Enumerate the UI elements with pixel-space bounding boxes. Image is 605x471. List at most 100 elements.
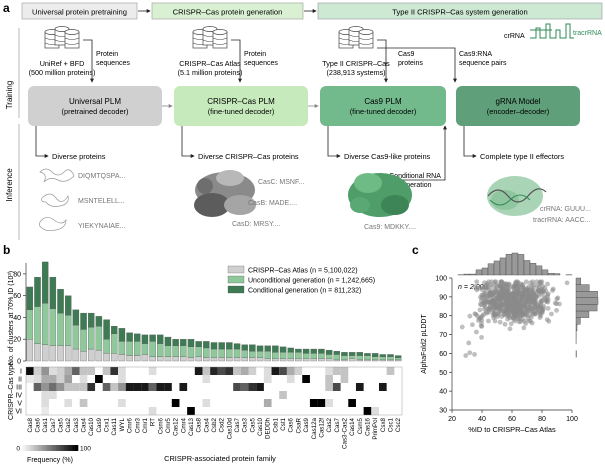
output-title-2: Diverse CRISPR–Cas proteins: [198, 152, 299, 161]
heatmap-cell: [218, 367, 226, 375]
scatter-point: [479, 321, 484, 326]
legend-label: CRISPR–Cas Atlas (n = 5,100,022): [248, 268, 358, 275]
bar-segment: [142, 335, 148, 344]
db-name-1: UniRef + BFD: [40, 59, 85, 68]
heatmap-cell: [110, 383, 118, 391]
heatmap-cell: [387, 367, 395, 375]
heatmap-cell: [49, 375, 57, 383]
bar-segment: [357, 360, 363, 361]
output-title-1: Diverse proteins: [52, 152, 106, 161]
x-tick-label: Cas9: [303, 417, 310, 432]
scatter-point: [515, 316, 520, 321]
scatter-point: [545, 317, 550, 322]
bar-segment: [234, 344, 240, 349]
train-arrow-label-1a: Protein: [96, 51, 118, 58]
bar-segment: [73, 325, 79, 349]
database-top: [359, 30, 373, 35]
heatmap-cell: [149, 383, 157, 391]
output-seq-1c: YIEKYNAIAE...: [78, 223, 126, 230]
bar-segment: [211, 342, 217, 349]
bar-segment: [334, 351, 340, 354]
bar-segment: [150, 357, 156, 361]
x-tick-label: Cas13: [188, 417, 195, 435]
panel-label-c: c: [412, 243, 419, 257]
bar-segment: [50, 277, 56, 309]
bar-segment: [226, 342, 232, 349]
scatter-point: [553, 301, 558, 306]
heatmap-cell: [272, 367, 280, 375]
heatmap-cell: [341, 375, 349, 383]
bar-segment: [80, 329, 86, 351]
bar-segment: [142, 354, 148, 361]
bar-segment: [311, 359, 317, 361]
db-name-3: Type II CRISPR–Cas: [322, 59, 390, 68]
bar-segment: [196, 347, 202, 357]
bar-segment: [318, 353, 324, 358]
bar-segment: [272, 359, 278, 361]
db-detail-2: (5.1 million proteins): [178, 68, 243, 77]
colorbar-segment: [33, 445, 36, 451]
heatmap-cell: [333, 383, 341, 391]
heatmap-cell: [57, 367, 65, 375]
heatmap-cell: [80, 375, 88, 383]
scatter-point: [481, 312, 486, 317]
scatter-point: [467, 314, 472, 319]
bar-segment: [357, 352, 363, 355]
scatter-point: [505, 301, 510, 306]
database-icon: [359, 30, 373, 49]
bar-segment: [303, 349, 309, 353]
x-tick-label: Cmr4: [180, 417, 187, 433]
heatmap-cell: [103, 383, 111, 391]
bar-segment: [127, 333, 133, 342]
scatter-point: [479, 335, 484, 340]
heatmap-cell: [118, 383, 126, 391]
heatmap-cell: [310, 399, 318, 407]
bar-segment: [303, 359, 309, 361]
bar-segment: [134, 341, 140, 355]
stage-label-3: Type II CRISPR–Cas system generation: [392, 8, 527, 17]
bar-segment: [165, 346, 171, 357]
scatter-point: [474, 330, 479, 335]
heatmap-cell: [156, 383, 164, 391]
bar-segment: [288, 359, 294, 361]
heatmap-cell: [95, 375, 103, 383]
scatter-point: [470, 322, 475, 327]
bar-segment: [280, 352, 286, 359]
colorbar-label: Frequency (%): [27, 457, 73, 464]
output-seq-2b: CasB: MADE....: [248, 200, 297, 207]
x-tick-label: Cas12a: [311, 417, 318, 439]
heatmap-cell: [34, 375, 42, 383]
bar-segment: [364, 356, 370, 360]
bar-segment: [380, 357, 386, 360]
marginal-hist-y-bar: [576, 304, 597, 311]
model-subtitle-2: (fine-tuned decoder): [208, 107, 275, 116]
scatter-point: [474, 287, 479, 292]
model-title-1: Universal PLM: [69, 97, 121, 106]
bar-segment: [203, 358, 209, 361]
bar-segment: [88, 327, 94, 349]
heatmap-cell: [87, 383, 95, 391]
heatmap-cell: [26, 367, 34, 375]
bar-segment: [157, 335, 163, 344]
bar-segment: [180, 357, 186, 361]
heatmap-cell: [133, 383, 141, 391]
bar-segment: [380, 360, 386, 361]
scatter-point: [492, 311, 497, 316]
heatmap-cell: [233, 367, 241, 375]
protein-sketch-icons: [39, 169, 74, 231]
heatmap-cell: [26, 375, 34, 383]
bar-segment: [341, 356, 347, 360]
bar-segment: [311, 349, 317, 353]
legend-label: Unconditional generation (n = 1,242,665): [248, 278, 375, 285]
bar-segment: [357, 356, 363, 360]
scatter-point: [488, 304, 493, 309]
database-icons: [45, 27, 373, 49]
row-label-inference: Inference: [5, 168, 14, 202]
heatmap-cell: [49, 383, 57, 391]
model-box-universal: [28, 86, 162, 126]
bar-segment: [334, 354, 340, 359]
panel-label-b: b: [3, 243, 10, 257]
bar-segment: [249, 351, 255, 358]
x-tick-label: Csx1: [104, 417, 111, 432]
